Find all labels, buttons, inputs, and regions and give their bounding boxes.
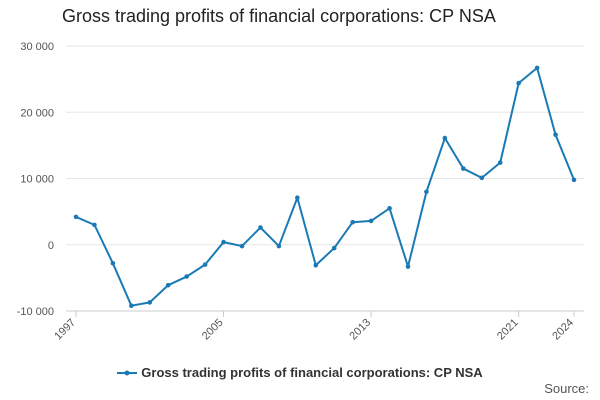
series-line <box>75 66 575 307</box>
data-point[interactable] <box>73 214 79 220</box>
data-point[interactable] <box>258 225 263 230</box>
legend[interactable]: Gross trading profits of financial corpo… <box>0 365 600 380</box>
data-point[interactable] <box>147 300 153 305</box>
x-tick-label: 2013 <box>347 317 373 343</box>
data-point[interactable] <box>387 206 392 211</box>
data-point[interactable] <box>202 262 208 267</box>
data-point[interactable] <box>295 195 300 201</box>
data-point[interactable] <box>553 132 558 138</box>
data-point[interactable] <box>110 261 116 266</box>
data-point[interactable] <box>239 243 245 249</box>
x-tick-label: 2021 <box>495 317 521 343</box>
x-tick-label: 1997 <box>52 317 78 343</box>
data-point[interactable] <box>534 65 540 71</box>
axes <box>66 310 584 317</box>
data-point[interactable] <box>313 262 319 268</box>
data-point[interactable] <box>405 264 411 269</box>
data-point[interactable] <box>331 245 337 251</box>
y-tick-label: 20 000 <box>20 107 54 119</box>
x-tick-labels: 1997 2005 2013 2021 2024 <box>52 317 576 343</box>
data-point[interactable] <box>129 303 134 309</box>
data-point[interactable] <box>221 239 226 245</box>
data-point[interactable] <box>442 135 448 141</box>
y-tick-label: 10 000 <box>20 174 54 186</box>
grid-lines <box>66 45 584 312</box>
x-tick-label: 2005 <box>200 317 226 343</box>
x-tick-label: 2024 <box>550 317 576 343</box>
data-point[interactable] <box>461 166 466 171</box>
data-point[interactable] <box>497 160 503 165</box>
y-tick-labels: 30 000 20 000 10 000 0 -10 000 <box>17 41 54 318</box>
data-point[interactable] <box>424 189 429 195</box>
chart-title: Gross trading profits of financial corpo… <box>62 6 496 26</box>
y-tick-label: -10 000 <box>17 306 54 318</box>
y-tick-label: 0 <box>48 240 54 252</box>
source-label[interactable]: Source: <box>544 381 589 396</box>
data-point[interactable] <box>368 218 374 224</box>
data-point[interactable] <box>165 282 171 288</box>
data-point[interactable] <box>92 222 97 228</box>
series-layer <box>73 65 577 309</box>
legend-label: Gross trading profits of financial corpo… <box>141 365 483 380</box>
data-point[interactable] <box>571 177 577 183</box>
line-chart: 30 000 20 000 10 000 0 -10 000 1997 2005 2013 2… <box>17 41 584 343</box>
data-point[interactable] <box>350 219 355 225</box>
data-point[interactable] <box>479 175 485 181</box>
legend-swatch <box>117 370 138 375</box>
data-point[interactable] <box>184 274 189 279</box>
data-point[interactable] <box>516 80 521 86</box>
data-point[interactable] <box>276 243 282 249</box>
y-tick-label: 30 000 <box>20 41 54 53</box>
